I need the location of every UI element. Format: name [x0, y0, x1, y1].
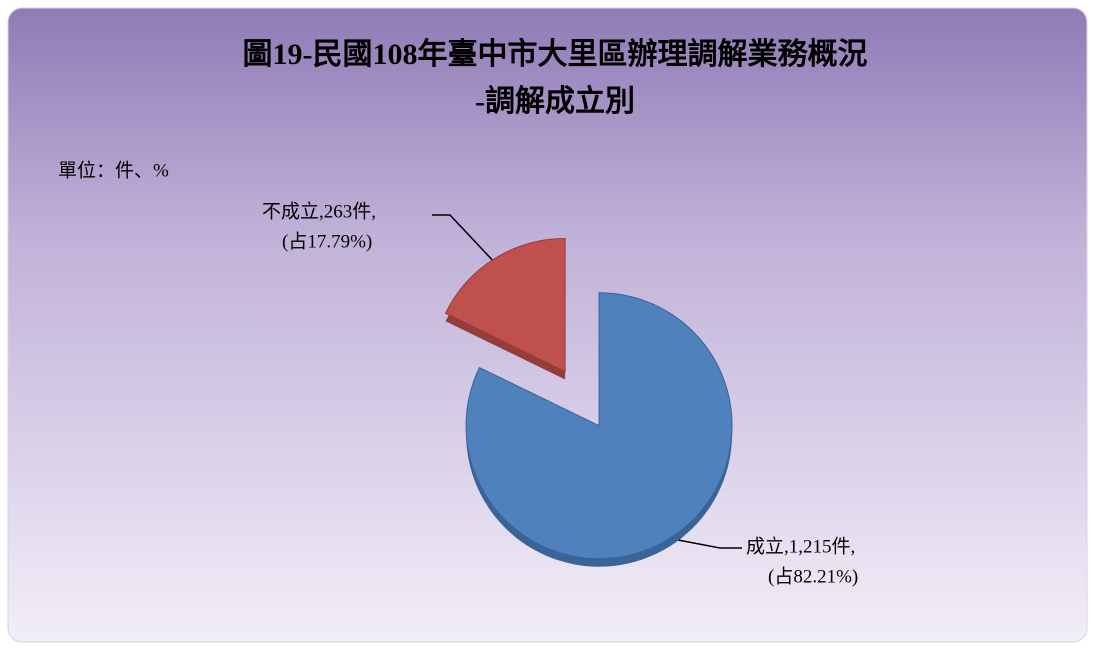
- unit-label: 單位：件、%: [58, 159, 169, 181]
- data-label: 成立,1,215件,: [746, 535, 855, 557]
- leader-line: [432, 214, 498, 266]
- slice: [465, 292, 733, 560]
- slice: [444, 237, 566, 373]
- data-label: (占82.21%): [768, 565, 858, 587]
- data-label: 不成立,263件,: [262, 200, 376, 222]
- pie: [444, 237, 733, 567]
- leader-line: [677, 539, 742, 549]
- chart-title: 圖19-民國108年臺中市大里區辦理調解業務概況: [243, 37, 868, 71]
- chart-title: -調解成立別: [475, 84, 635, 118]
- data-label: (占17.79%): [282, 230, 372, 252]
